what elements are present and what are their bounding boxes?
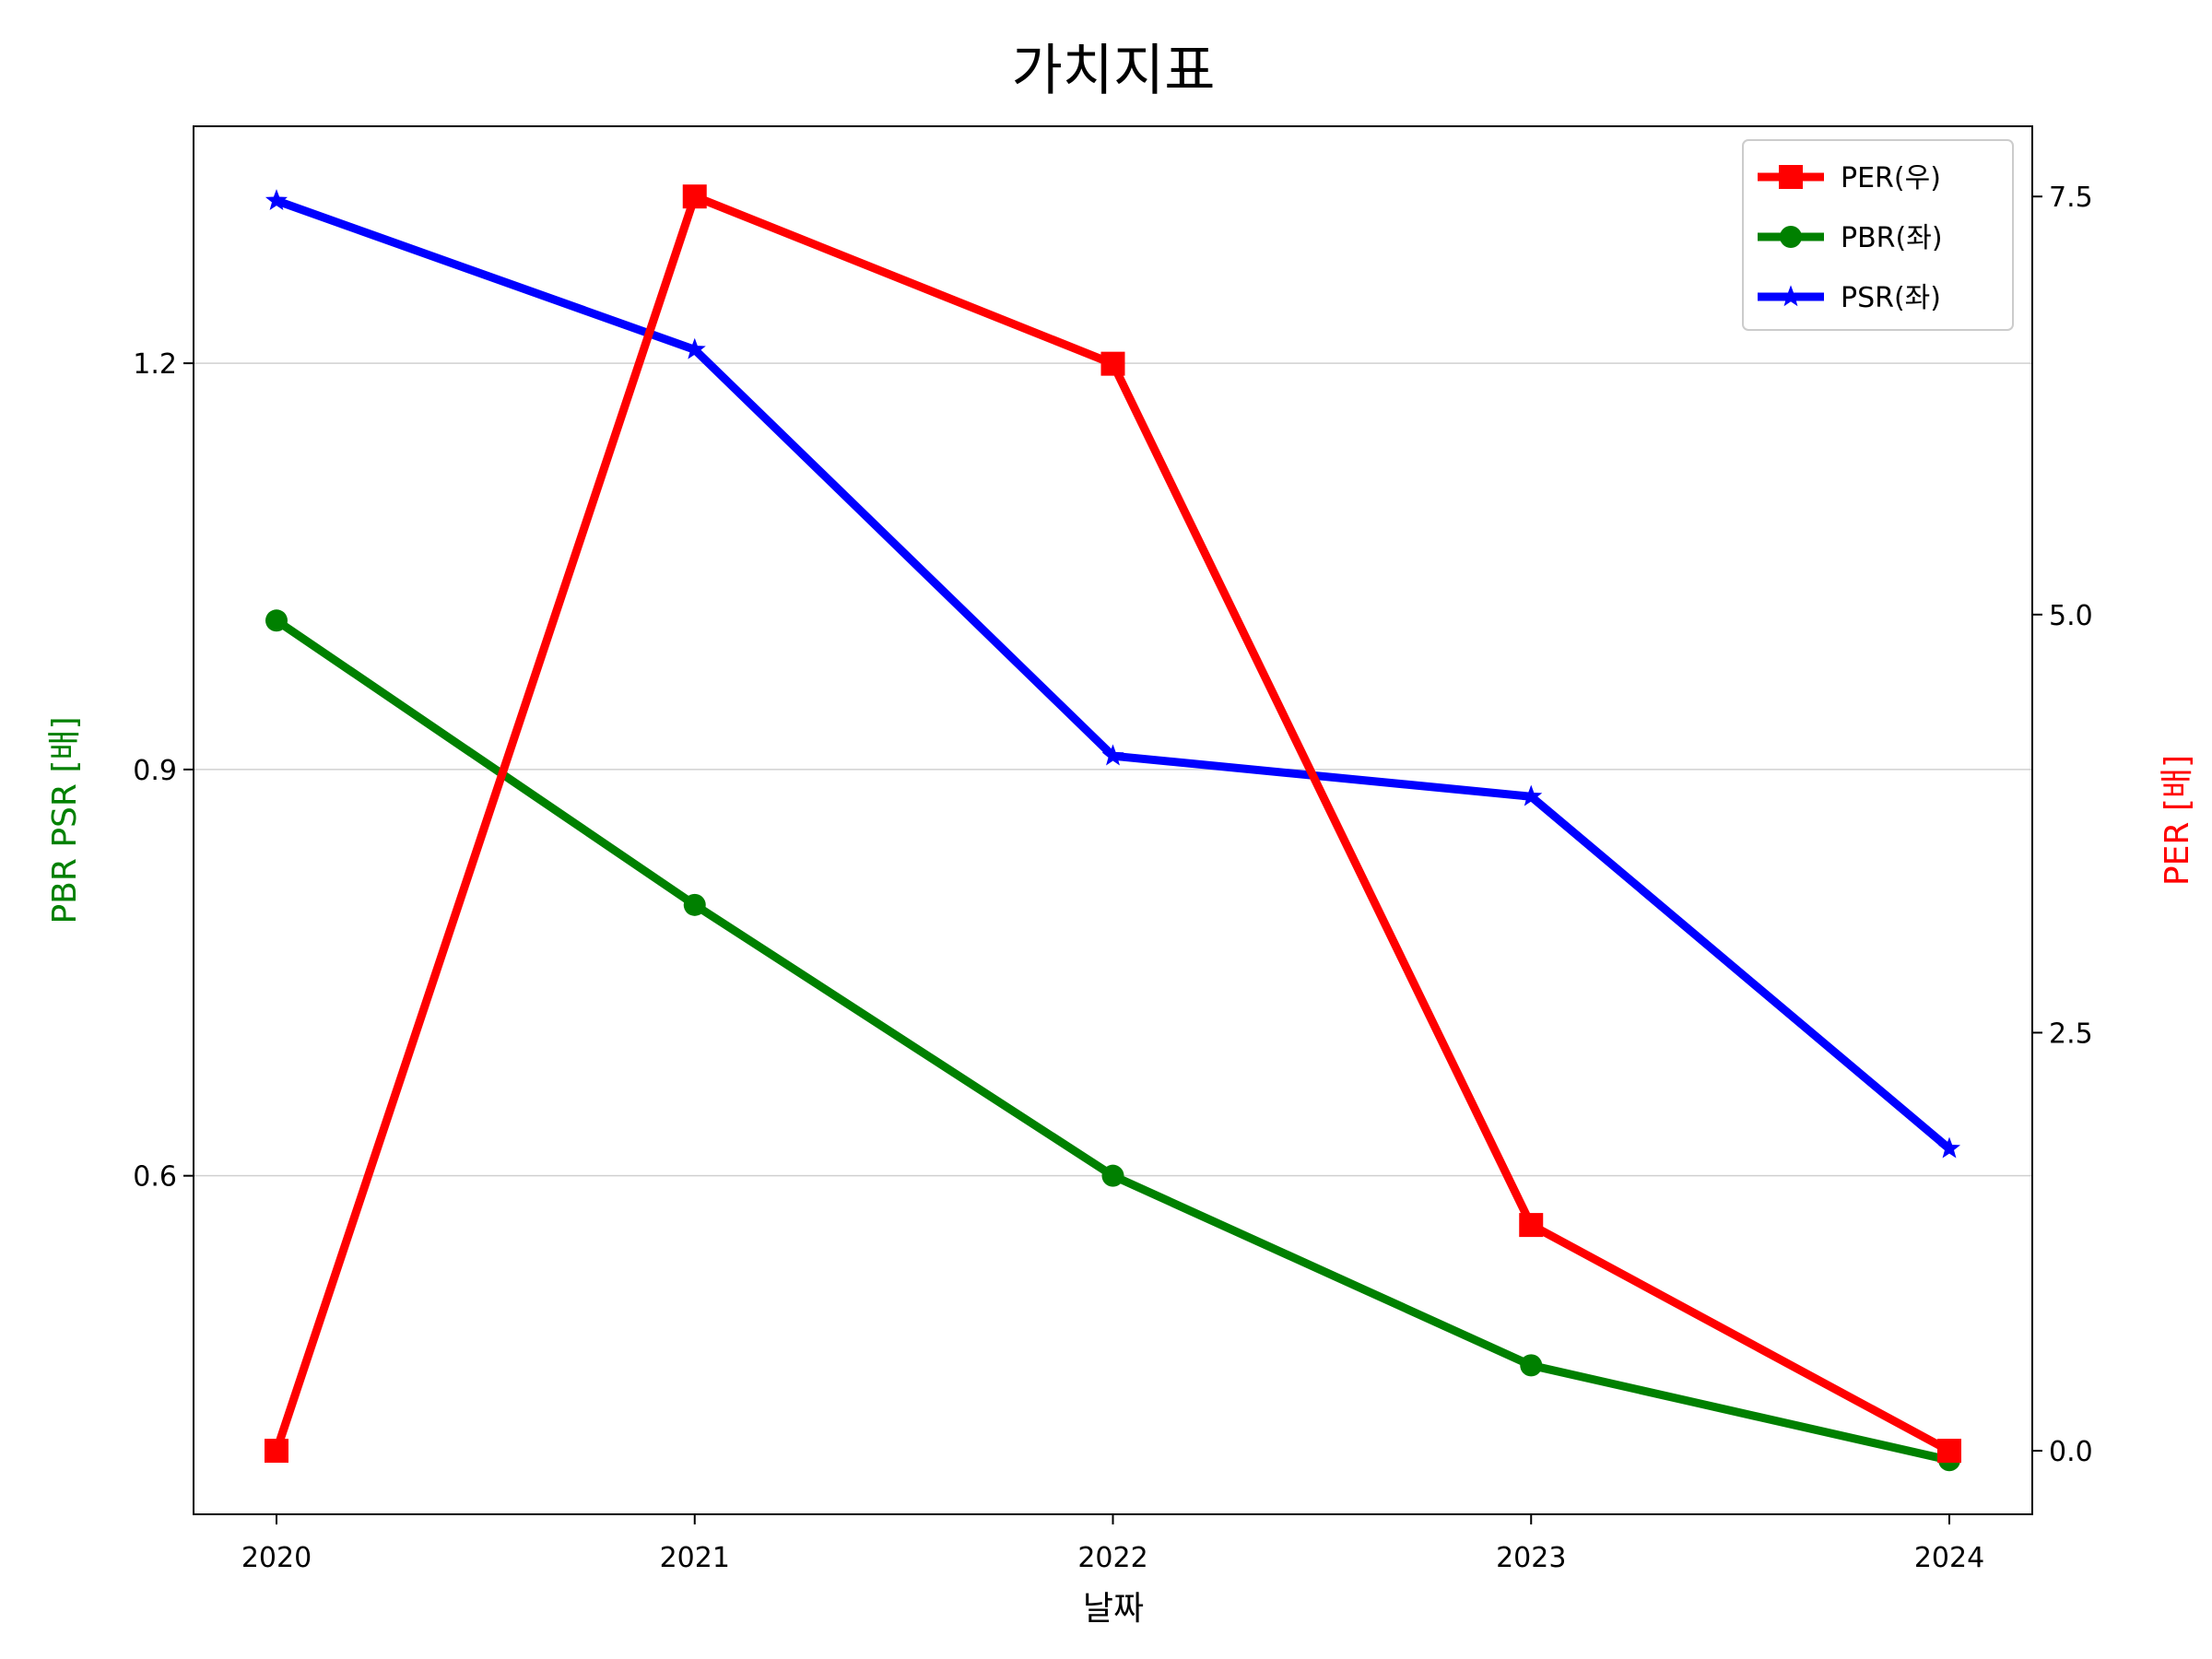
circle-marker bbox=[1780, 226, 1802, 248]
circle-marker bbox=[265, 609, 288, 632]
left-tick-label: 1.2 bbox=[133, 348, 177, 381]
square-marker bbox=[265, 1439, 288, 1464]
right-tick-label: 2.5 bbox=[2049, 1018, 2093, 1050]
right-y-axis: 0.0 2.5 5.0 7.5 bbox=[2032, 182, 2093, 1468]
legend-label: PSR(좌) bbox=[1841, 282, 1941, 314]
x-tick-label: 2023 bbox=[1496, 1542, 1566, 1574]
star-marker bbox=[265, 189, 288, 211]
series-lines bbox=[265, 184, 1961, 1472]
left-axis-title: PBR PSR [배] bbox=[46, 716, 84, 924]
square-marker bbox=[1100, 351, 1125, 376]
series-PSR(좌) bbox=[265, 189, 1961, 1159]
circle-marker bbox=[1520, 1354, 1543, 1377]
circle-marker bbox=[1101, 1164, 1124, 1187]
star-marker bbox=[1101, 744, 1124, 766]
x-tick-label: 2021 bbox=[660, 1542, 730, 1574]
right-tick-label: 0.0 bbox=[2049, 1436, 2093, 1468]
legend: PER(우) PBR(좌) PSR(좌) bbox=[1742, 139, 2014, 331]
left-tick-label: 0.9 bbox=[133, 755, 177, 787]
square-marker bbox=[1519, 1213, 1544, 1238]
x-axis: 2020 2021 2022 2023 2024 bbox=[241, 1514, 1984, 1574]
square-marker bbox=[1937, 1439, 1961, 1464]
star-marker bbox=[1779, 285, 1803, 307]
circle-marker bbox=[683, 893, 706, 916]
x-tick-label: 2020 bbox=[241, 1542, 312, 1574]
series-PER(우) bbox=[265, 184, 1961, 1464]
star-marker bbox=[1520, 784, 1543, 806]
square-marker bbox=[1779, 165, 1803, 189]
legend-label: PBR(좌) bbox=[1841, 222, 1943, 254]
x-tick-label: 2024 bbox=[1914, 1542, 1984, 1574]
star-marker bbox=[683, 337, 706, 359]
x-tick-label: 2022 bbox=[1077, 1542, 1147, 1574]
legend-box bbox=[1742, 139, 2014, 331]
right-tick-label: 5.0 bbox=[2049, 600, 2093, 632]
right-tick-label: 7.5 bbox=[2049, 182, 2093, 214]
x-axis-title: 날짜 bbox=[1083, 1590, 1144, 1628]
legend-label: PER(우) bbox=[1841, 162, 1941, 194]
left-tick-label: 0.6 bbox=[133, 1161, 177, 1194]
left-y-axis: 0.6 0.9 1.2 bbox=[133, 348, 194, 1194]
right-axis-title: PER [배] bbox=[2159, 755, 2196, 886]
chart-title: 가치지표 bbox=[1012, 39, 1216, 103]
square-marker bbox=[682, 184, 707, 209]
star-marker bbox=[1937, 1136, 1961, 1159]
